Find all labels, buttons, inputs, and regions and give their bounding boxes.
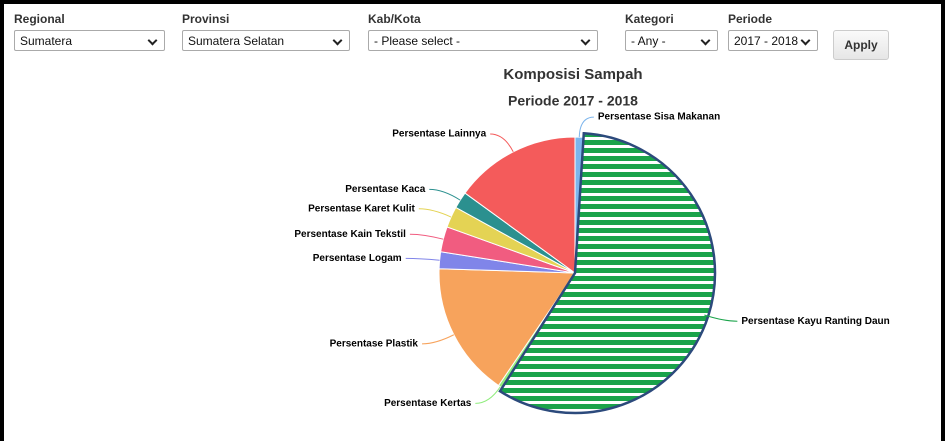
label-connector bbox=[409, 233, 444, 240]
label-connector bbox=[422, 334, 455, 345]
filter-label: Regional bbox=[14, 12, 65, 26]
chart-title: Komposisi Sampah bbox=[503, 66, 642, 83]
pie-slice bbox=[464, 136, 576, 274]
filter-select[interactable]: Sumatera bbox=[14, 30, 165, 51]
filter-select[interactable]: - Please select - bbox=[368, 30, 598, 51]
label-connector bbox=[578, 116, 594, 138]
filter-label: Kab/Kota bbox=[368, 12, 421, 26]
label-connector bbox=[429, 188, 461, 201]
filter-select[interactable]: Sumatera Selatan bbox=[182, 30, 350, 51]
slice-label: Persentase Sisa Makanan bbox=[598, 112, 720, 123]
filter-select[interactable]: - Any - bbox=[625, 30, 718, 51]
label-connector bbox=[418, 208, 452, 218]
filter-label: Kategori bbox=[625, 12, 674, 26]
filter-label: Periode bbox=[728, 12, 773, 26]
slice-label: Persentase Kaca bbox=[345, 184, 425, 195]
slice-label: Persentase Karet Kulit bbox=[308, 203, 415, 214]
label-connector bbox=[490, 133, 514, 153]
label-connector bbox=[475, 386, 501, 404]
page: Regional Sumatera Provinsi Sumatera Sela… bbox=[4, 4, 941, 441]
slice-label: Persentase Lainnya bbox=[392, 129, 486, 140]
filter-select[interactable]: 2017 - 2018 bbox=[728, 30, 818, 51]
filter-label: Provinsi bbox=[182, 12, 230, 26]
slice-label: Persentase Kertas bbox=[384, 398, 472, 409]
pie-slice bbox=[438, 268, 576, 387]
slice-label: Persentase Logam bbox=[313, 253, 402, 264]
apply-button[interactable]: Apply bbox=[833, 30, 889, 60]
slice-label: Persentase Plastik bbox=[330, 338, 419, 349]
slice-label: Persentase Kayu Ranting Daun bbox=[741, 316, 889, 327]
label-connector bbox=[704, 314, 738, 322]
slice-label: Persentase Kain Tekstil bbox=[294, 229, 406, 240]
chart-subtitle: Periode 2017 - 2018 bbox=[508, 93, 638, 109]
label-connector bbox=[405, 257, 440, 261]
chart: Komposisi Sampah Periode 2017 - 2018 Per… bbox=[294, 66, 890, 415]
